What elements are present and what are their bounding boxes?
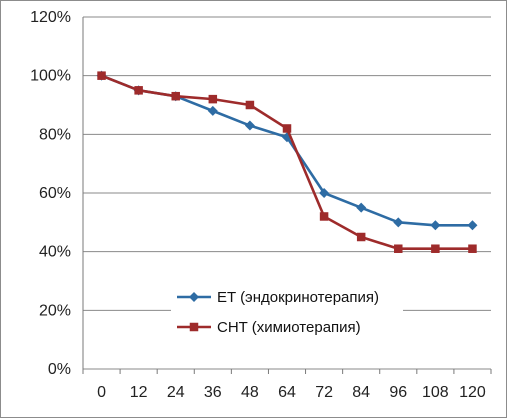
data-point (430, 220, 441, 231)
x-tick-label: 96 (389, 384, 407, 401)
data-point (171, 91, 180, 101)
data-point (319, 188, 330, 198)
x-tick-label: 24 (167, 384, 185, 401)
x-tick-label: 0 (97, 384, 106, 401)
x-tick-label: 72 (315, 384, 333, 401)
data-point (356, 202, 367, 213)
series-lines (96, 70, 478, 253)
data-point (282, 124, 292, 133)
y-tick-label: 100% (30, 68, 71, 85)
data-point (356, 232, 366, 242)
data-point (431, 244, 440, 253)
legend-marker (189, 322, 199, 332)
series-line (101, 74, 473, 227)
data-point (319, 212, 329, 221)
y-tick-label: 0% (48, 361, 71, 378)
data-point (467, 220, 478, 231)
data-point (134, 86, 143, 95)
legend-entry: ET (эндокринотерапия) (217, 289, 379, 306)
x-tick-label: 48 (241, 384, 259, 401)
series-1 (96, 70, 478, 231)
data-point (208, 94, 218, 104)
data-point (97, 71, 106, 80)
x-tick-label: 12 (130, 384, 148, 401)
x-tick-label: 84 (352, 384, 370, 401)
legend: ET (эндокринотерапия) CHT (химиотерапия) (171, 281, 403, 341)
x-tick-label: 36 (204, 384, 222, 401)
data-point (244, 120, 255, 131)
y-tick-label: 20% (39, 302, 71, 319)
y-tick-label: 60% (39, 185, 71, 202)
legend-entry: CHT (химиотерапия) (217, 319, 361, 336)
data-point (207, 105, 218, 116)
data-point (468, 244, 477, 253)
axes: 0% 20% 40% 60% 80% 100% 120% 0 12 24 36 48 64 72 84 96 1… (30, 9, 492, 401)
data-point (394, 244, 403, 253)
x-tick-label: 64 (278, 384, 296, 401)
legend-marker (189, 292, 199, 302)
y-tick-label: 80% (39, 126, 71, 143)
y-tick-label: 120% (30, 9, 71, 26)
x-tick-label: 120 (459, 384, 486, 401)
data-point (245, 100, 255, 110)
x-tick-label: 108 (422, 384, 449, 401)
series-2 (97, 71, 477, 253)
legend-box (171, 281, 403, 341)
y-tick-label: 40% (39, 244, 71, 261)
data-point (393, 217, 404, 228)
